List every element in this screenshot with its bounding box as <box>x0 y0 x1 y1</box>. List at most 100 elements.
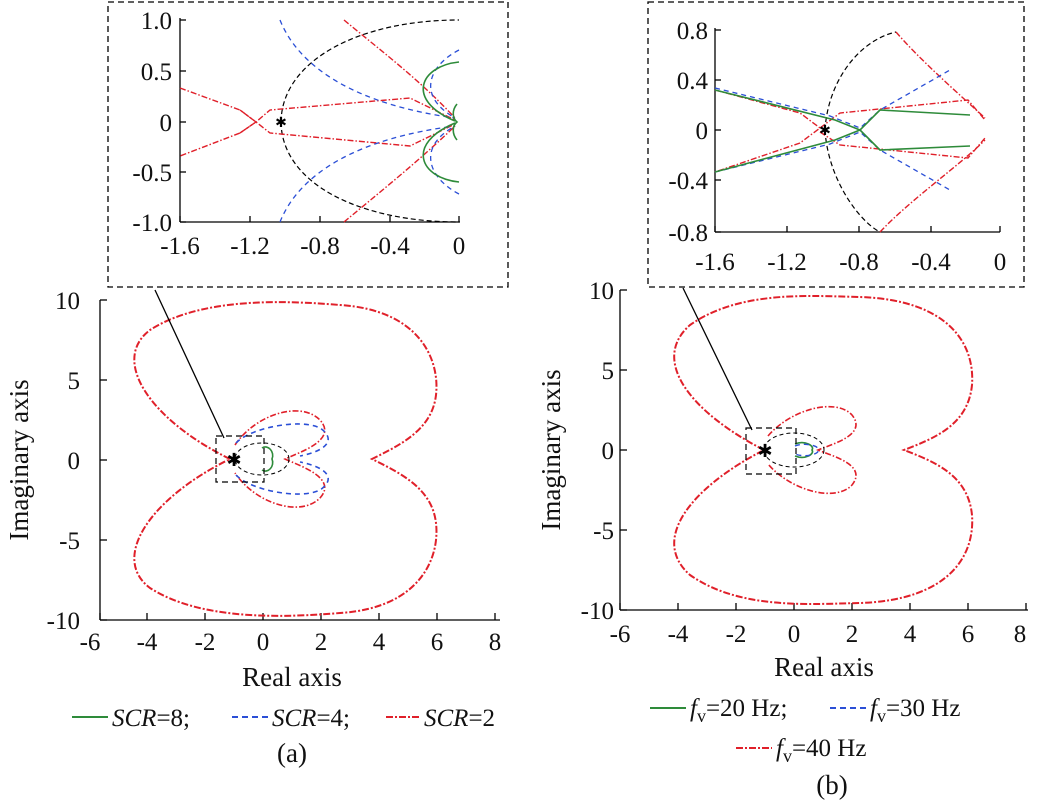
panel-b-inset-series-40hz <box>895 31 986 119</box>
panel-b-inset-xtick-label: -0.8 <box>839 249 879 276</box>
panel-b-inset-unit-circle <box>824 129 881 233</box>
panel-a-xtick-label: 6 <box>431 629 444 656</box>
panel-b-xtick-label: -4 <box>668 621 689 648</box>
panel-a-inset-series-scr2 <box>343 125 456 223</box>
panel-a-legend: SCR=8; SCR=4; SCR=2 <box>72 705 495 732</box>
panel-b-inset-unit-circle <box>824 31 897 131</box>
panel-a-xtick-label: -2 <box>195 629 216 656</box>
panel-a-inset-xtick-labels: -1.6 -1.2 -0.8 -0.4 0 <box>160 233 465 260</box>
panel-b-inset-series-20hz <box>714 89 971 131</box>
panel-b-inset-series-20hz <box>714 129 971 173</box>
panel-a-inset-series-scr2 <box>343 19 456 119</box>
panel-a-ytick-label: 0 <box>68 448 81 475</box>
panel-a-inset-xtick-label: 0 <box>453 233 466 260</box>
panel-a-inset-series-scr4 <box>279 125 456 223</box>
panel-b-inset-ytick-label: 0.8 <box>677 18 708 45</box>
panel-b-inset-series-40hz <box>714 89 822 173</box>
panel-b-inset-xtick-label: 0 <box>994 249 1007 276</box>
panel-b-ytick-label: -10 <box>581 598 614 625</box>
panel-b-xtick-labels: -6 -4 -2 0 2 4 6 8 <box>610 621 1027 648</box>
panel-a-inset-series-scr2 <box>239 97 456 123</box>
panel-b-inset-ytick-label: -0.8 <box>668 220 708 247</box>
panel-b-ylabel: Imaginary axis <box>536 369 566 530</box>
legend-value: =40 Hz <box>792 735 867 762</box>
panel-a-inset-xtick-label: -0.4 <box>370 233 410 260</box>
panel-a-inset-ytick-label: -1.0 <box>132 210 172 237</box>
panel-b-inset-xtick-labels: -1.6 -1.2 -0.8 -0.4 0 <box>695 249 1006 276</box>
panel-b-ytick-label: -5 <box>593 518 614 545</box>
panel-a-inset-series-scr4 <box>430 125 460 195</box>
panel-b-inset-xtick-label: -1.2 <box>767 249 807 276</box>
panel-a-xtick-label: 8 <box>489 629 502 656</box>
panel-a-inset-critical-point: ✱ <box>275 115 287 131</box>
panel-a-curves: ✱ <box>133 289 438 617</box>
panel-a-inset-series-scr8 <box>452 103 459 141</box>
panel-a-inset-xtick-label: -0.8 <box>300 233 340 260</box>
panel-a-inset-curves: ✱ <box>179 19 460 223</box>
panel-b-series-40hz-outer <box>673 294 974 606</box>
panel-a-xtick-label: -6 <box>80 629 101 656</box>
panel-b-series-20hz <box>794 441 814 459</box>
panel-b-inset-ytick-label: 0.4 <box>677 68 709 95</box>
panel-a-inset-series-scr8 <box>422 61 460 122</box>
panel-b-xtick-label: -2 <box>726 621 747 648</box>
legend-sub: v <box>877 706 886 726</box>
panel-b-critical-point: ✱ <box>757 441 772 462</box>
panel-a-caption: (a) <box>277 738 307 768</box>
panel-a-inset-ytick-label: -0.5 <box>132 160 172 187</box>
panel-b-ytick-label: 10 <box>589 278 614 305</box>
panel-b-legend-item-30hz: fv=30 Hz <box>870 695 960 726</box>
panel-a-legend-item-scr4: SCR=4; <box>272 705 350 732</box>
panel-a-inset-series-scr8 <box>422 122 460 183</box>
panel-a-inset-axes <box>179 18 460 223</box>
legend-sub: v <box>783 746 792 766</box>
panel-b-legend: fv=20 Hz; fv=30 Hz fv=40 Hz <box>650 695 960 766</box>
panel-b-inset-ytick-labels: 0.8 0.4 0 -0.4 -0.8 <box>668 18 708 247</box>
panel-b-ytick-label: 5 <box>602 358 615 385</box>
panel-b-xtick-label: -6 <box>610 621 631 648</box>
panel-a-critical-point: ✱ <box>226 450 241 471</box>
panel-b-unit-circle <box>763 432 825 468</box>
panel-b-inset-ytick-label: -0.4 <box>668 168 708 195</box>
panel-a-inset-ytick-label: 1.0 <box>141 8 172 35</box>
legend-value: =8; <box>156 705 190 732</box>
panel-a-inset-unit-circle <box>280 121 460 223</box>
panel-a-ytick-label: 10 <box>55 288 80 315</box>
panel-b-axes <box>619 289 1028 611</box>
legend-prefix: f <box>870 695 880 722</box>
panel-b-xtick-label: 2 <box>846 621 859 648</box>
panel-a-ytick-label: -10 <box>47 608 80 635</box>
panel-a-xtick-labels: -6 -4 -2 0 2 4 6 8 <box>80 629 502 656</box>
panel-a-xlabel: Real axis <box>242 662 342 692</box>
panel-a-ytick-label: 5 <box>68 368 81 395</box>
legend-name: SCR <box>272 705 316 732</box>
panel-a-inset-series-scr2 <box>239 121 456 147</box>
panel-a-ylabel: Imaginary axis <box>4 379 34 540</box>
panel-b-inset-critical-point: ✱ <box>819 123 831 139</box>
legend-name: SCR <box>424 705 468 732</box>
panel-a-inset-xtick-label: -1.6 <box>160 233 200 260</box>
panel-b-inset-xtick-label: -0.4 <box>911 249 951 276</box>
panel-b-curves: ✱ <box>673 287 974 606</box>
panel-b-xtick-label: 6 <box>962 621 975 648</box>
panel-b-legend-item-40hz: fv=40 Hz <box>776 735 866 766</box>
legend-value: =30 Hz <box>886 695 961 722</box>
legend-prefix: f <box>690 695 700 722</box>
panel-b-zoom-leader <box>682 287 753 431</box>
legend-name: SCR <box>112 705 156 732</box>
panel-a-series-scr2-inner <box>234 410 326 508</box>
panel-b: 0.8 0.4 0 -0.4 -0.8 -1.6 -1.2 -0.8 -0.4 … <box>536 1 1028 800</box>
panel-b-inset-series-40hz <box>879 139 986 233</box>
panel-a-series-scr8 <box>261 446 274 472</box>
panel-b-zoom-box <box>745 427 797 475</box>
panel-a-xtick-label: 0 <box>257 629 270 656</box>
panel-b-xlabel: Real axis <box>774 652 874 682</box>
panel-a-inset-ytick-label: 0 <box>160 110 173 137</box>
panel-a-inset-series-scr2 <box>179 87 258 157</box>
panel-a-ytick-labels: 10 5 0 -5 -10 <box>47 288 80 635</box>
legend-sub: v <box>697 706 706 726</box>
panel-b-xtick-label: 4 <box>904 621 917 648</box>
panel-b-series-30hz <box>794 443 819 457</box>
panel-a: 1.0 0.5 0 -0.5 -1.0 -1.6 -1.2 -0.8 -0.4 … <box>4 1 509 768</box>
panel-a-inset-series-scr4 <box>279 19 456 119</box>
